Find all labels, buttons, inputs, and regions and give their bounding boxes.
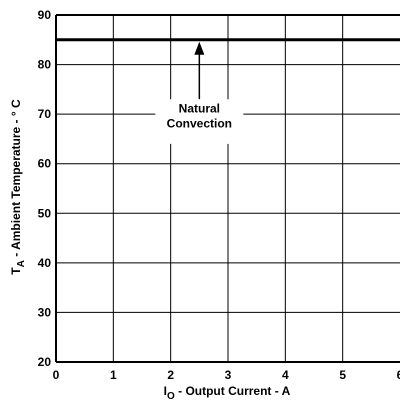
annotation-arrow-head-0 xyxy=(194,41,205,55)
annotation-text-line-0: Natural xyxy=(179,101,220,115)
y-tick-label-50: 50 xyxy=(38,206,52,220)
x-axis-label-sub: O xyxy=(167,391,175,402)
x-axis-label-main: I xyxy=(164,384,167,398)
grid-lines xyxy=(56,15,400,362)
y-tick-labels: 20 30 40 50 60 70 80 90 xyxy=(38,8,52,369)
y-axis-label-sub: A xyxy=(16,260,27,267)
x-tick-label-3: 3 xyxy=(225,368,232,382)
y-tick-label-90: 90 xyxy=(38,8,52,22)
y-tick-label-60: 60 xyxy=(38,157,52,171)
x-tick-label-0: 0 xyxy=(53,368,60,382)
x-tick-label-1: 1 xyxy=(110,368,117,382)
y-tick-label-20: 20 xyxy=(38,355,52,369)
plot-frame xyxy=(55,14,400,363)
x-axis-label: IO - Output Current - A xyxy=(164,384,291,402)
annotation-text-line-1: Convection xyxy=(167,116,232,130)
y-axis-label: TA - Ambient Temperature - ° C xyxy=(9,99,27,275)
y-axis-label-main: T xyxy=(9,267,23,275)
annotation-box-0 xyxy=(155,99,244,144)
x-tick-label-5: 5 xyxy=(339,368,346,382)
x-tick-label-6: 6 xyxy=(397,368,400,382)
y-tick-label-70: 70 xyxy=(38,107,52,121)
x-tick-labels: 0 1 2 3 4 5 6 xyxy=(53,368,400,382)
y-tick-label-30: 30 xyxy=(38,305,52,319)
y-axis-label-rest: - Ambient Temperature - ° C xyxy=(9,99,23,260)
x-tick-label-4: 4 xyxy=(282,368,289,382)
x-tick-label-2: 2 xyxy=(167,368,174,382)
x-axis-label-rest: - Output Current - A xyxy=(175,384,291,398)
y-tick-label-80: 80 xyxy=(38,58,52,72)
y-tick-label-40: 40 xyxy=(38,256,52,270)
